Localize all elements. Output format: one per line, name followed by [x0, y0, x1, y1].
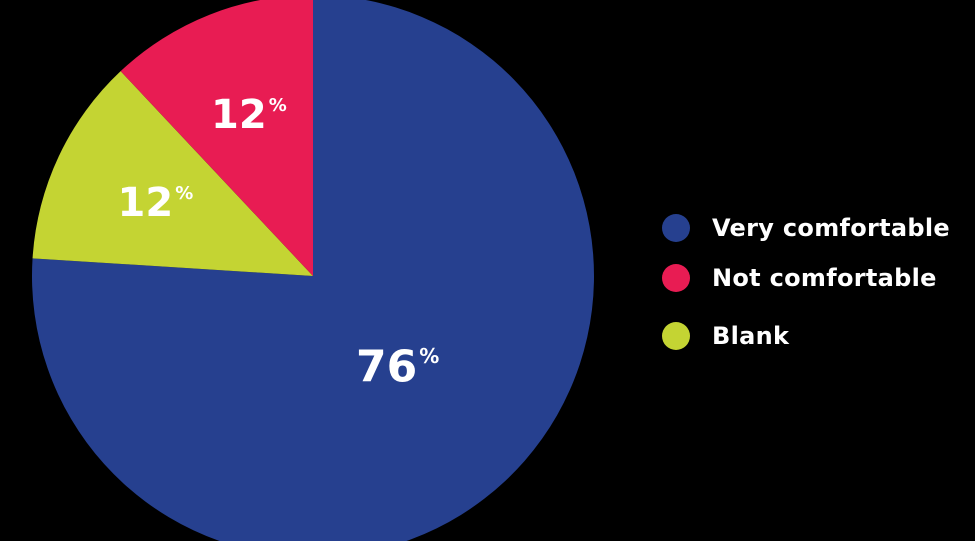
slice-value-percent-sign: %	[419, 344, 439, 368]
pie-slice-very-comfortable	[32, 0, 594, 541]
slice-value-number: 76	[356, 342, 417, 393]
legend-label-very-comfortable: Very comfortable	[712, 214, 951, 242]
slice-value-label: 12%	[211, 92, 287, 138]
legend-item-very-comfortable: Very comfortable	[662, 203, 950, 253]
legend-label-blank: Blank	[712, 322, 790, 350]
legend-swatch-blank	[662, 322, 690, 350]
chart-legend: Very comfortable Not comfortable Blank	[662, 203, 950, 361]
slice-value-label: 76%	[356, 342, 439, 393]
legend-swatch-very-comfortable	[662, 214, 690, 242]
slice-value-label: 12%	[118, 180, 194, 226]
pie-slice-blank	[32, 71, 314, 276]
slice-value-number: 12	[211, 92, 267, 138]
pie-slice-not-comfortable	[120, 0, 313, 276]
legend-item-blank: Blank	[662, 311, 950, 361]
slice-value-percent-sign: %	[269, 95, 287, 116]
slice-value-percent-sign: %	[175, 183, 193, 204]
legend-item-not-comfortable: Not comfortable	[662, 253, 950, 303]
legend-label-not-comfortable: Not comfortable	[712, 264, 937, 292]
legend-swatch-not-comfortable	[662, 264, 690, 292]
slice-value-number: 12	[118, 180, 174, 226]
